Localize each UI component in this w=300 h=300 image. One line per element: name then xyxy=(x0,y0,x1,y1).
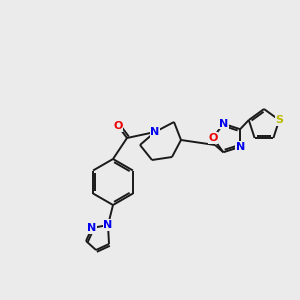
Text: N: N xyxy=(219,119,228,129)
Text: N: N xyxy=(150,127,160,137)
Text: N: N xyxy=(103,220,112,230)
Text: N: N xyxy=(236,142,245,152)
Text: S: S xyxy=(275,115,283,125)
Text: O: O xyxy=(208,133,218,143)
Text: N: N xyxy=(87,223,97,233)
Text: O: O xyxy=(113,121,123,131)
